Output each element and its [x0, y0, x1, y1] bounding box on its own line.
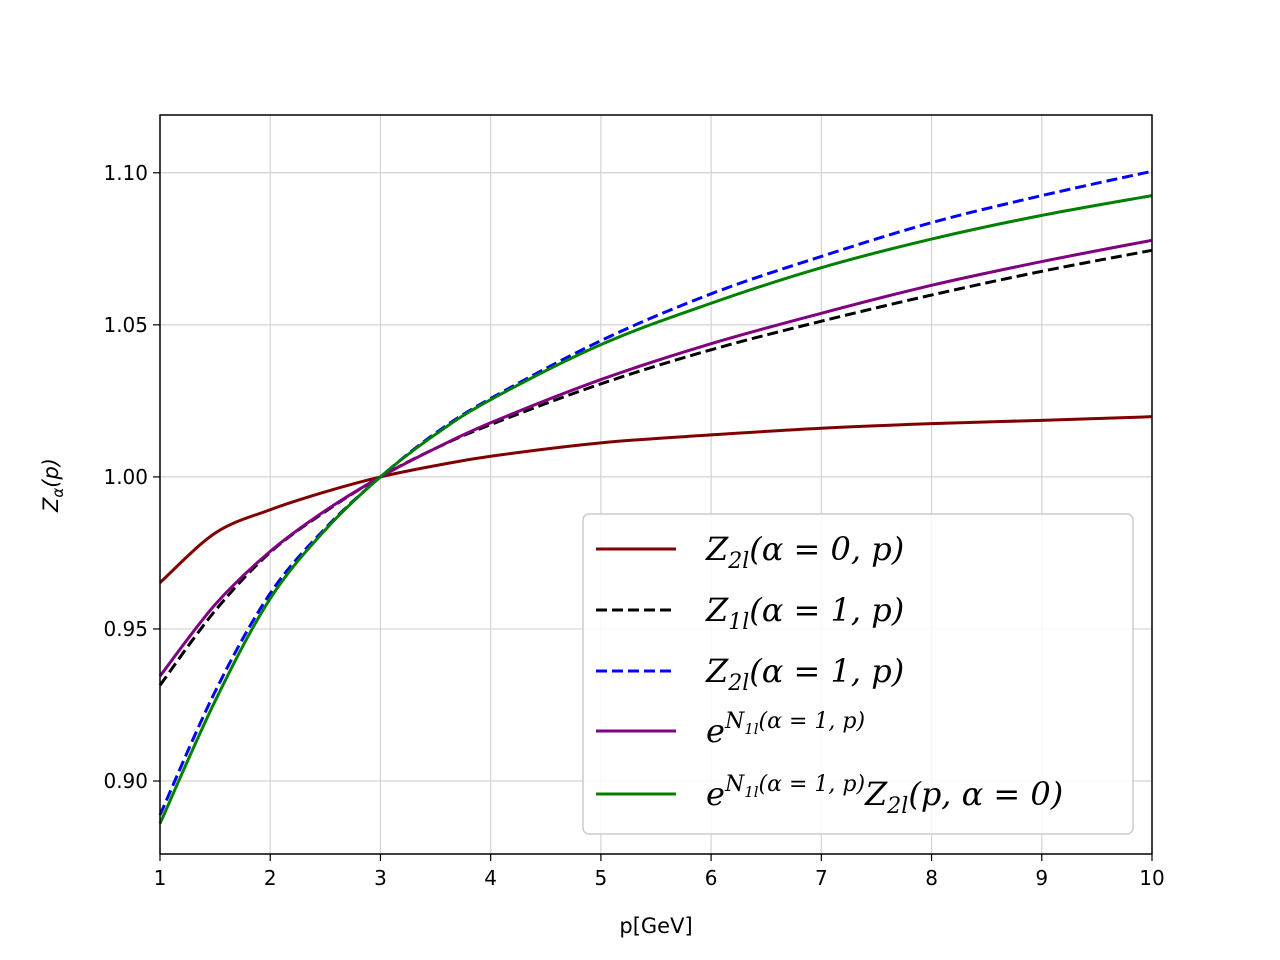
x-tick-label: 10: [1139, 866, 1164, 890]
y-tick-label: 0.95: [103, 617, 148, 641]
x-tick-label: 5: [595, 866, 608, 890]
legend-label-z2l-alpha1: Z2l(α = 1, p): [705, 652, 904, 696]
x-tick-label: 6: [705, 866, 718, 890]
y-tick-label: 1.05: [103, 313, 148, 337]
y-axis-label: Zα(p): [39, 458, 67, 513]
x-axis: 1 2 3 4 5 6 7 8 9 10: [154, 854, 1165, 890]
series-line-z1l-alpha1: [158, 248, 1153, 687]
y-tick-label: 1.10: [103, 161, 148, 185]
x-tick-label: 2: [264, 866, 277, 890]
legend-label-z1l-alpha1: Z1l(α = 1, p): [705, 591, 904, 635]
x-tick-label: 1: [154, 866, 167, 890]
legend: Z2l(α = 0, p) Z1l(α = 1, p) Z2l(α = 1, p) e…: [582, 513, 1134, 835]
x-tick-label: 9: [1035, 866, 1048, 890]
x-axis-label: p[GeV]: [619, 914, 692, 938]
series-line-exp-n1l-times-z2l: [158, 194, 1153, 825]
y-tick-label: 1.00: [103, 465, 148, 489]
series-line-exp-n1l: [158, 238, 1153, 678]
x-tick-label: 3: [374, 866, 387, 890]
series-line-z2l-alpha0: [158, 415, 1153, 584]
legend-label-exp-n1l: eN1l(α = 1, p): [706, 709, 865, 750]
legend-label-z2l-alpha0: Z2l(α = 0, p): [705, 530, 904, 574]
plot-frame: [159, 114, 1153, 855]
x-tick-label: 4: [484, 866, 497, 890]
series-group: [158, 169, 1153, 825]
y-tick-label: 0.90: [103, 769, 148, 793]
x-tick-label: 8: [925, 866, 938, 890]
y-axis: 0.90 0.95 1.00 1.05 1.10: [103, 161, 160, 793]
x-tick-label: 7: [815, 866, 828, 890]
legend-label-exp-n1l-times-z2l: eN1l(α = 1, p)Z2l(p, α = 0): [706, 772, 1063, 819]
legend-box: [582, 513, 1134, 835]
